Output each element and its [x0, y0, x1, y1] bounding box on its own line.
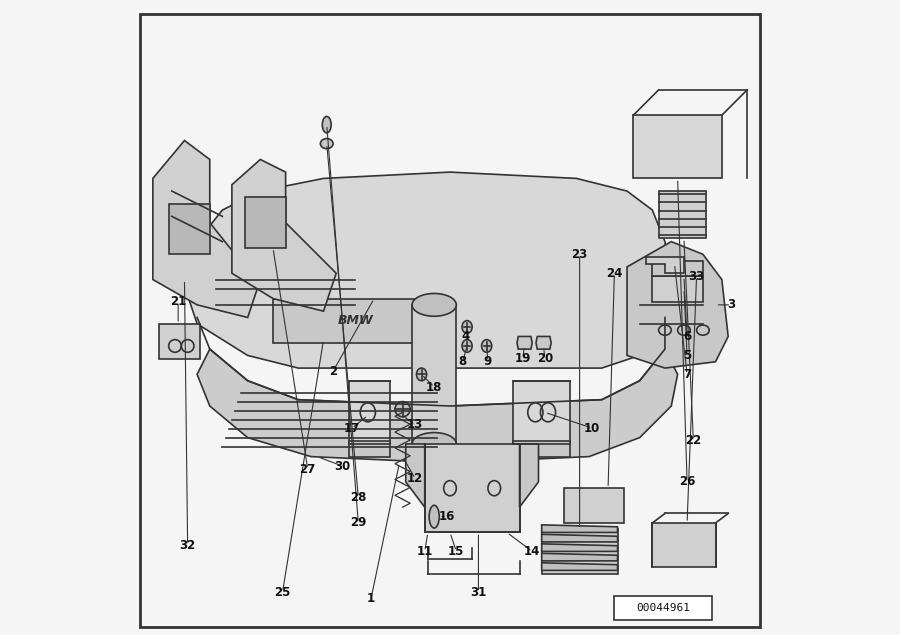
Bar	[659, 191, 706, 239]
Ellipse shape	[482, 340, 491, 352]
Text: 6: 6	[683, 330, 691, 343]
Text: 29: 29	[350, 516, 366, 530]
Text: 28: 28	[350, 491, 366, 504]
Text: 13: 13	[407, 418, 423, 431]
Text: 23: 23	[572, 248, 588, 261]
Polygon shape	[184, 172, 671, 368]
Polygon shape	[542, 553, 617, 561]
Bar	[542, 530, 617, 573]
Bar	[563, 488, 624, 523]
Bar	[159, 324, 201, 359]
Text: 9: 9	[484, 355, 492, 368]
Text: 33: 33	[688, 270, 705, 283]
Text: 24: 24	[607, 267, 623, 280]
Text: 17: 17	[344, 422, 360, 434]
Ellipse shape	[429, 505, 439, 528]
Bar	[652, 276, 703, 302]
Polygon shape	[517, 337, 532, 349]
Ellipse shape	[462, 340, 472, 352]
Polygon shape	[542, 525, 617, 533]
Text: 26: 26	[679, 476, 696, 488]
Bar	[425, 444, 519, 533]
Bar	[245, 197, 285, 248]
Polygon shape	[153, 140, 260, 318]
Text: 20: 20	[536, 352, 553, 365]
Text: 21: 21	[170, 295, 186, 308]
Ellipse shape	[462, 321, 472, 333]
Polygon shape	[197, 349, 678, 463]
Text: 14: 14	[524, 545, 540, 558]
Polygon shape	[406, 444, 425, 507]
Bar	[513, 381, 570, 444]
Text: 8: 8	[458, 355, 467, 368]
Bar	[273, 298, 437, 343]
Text: 15: 15	[448, 545, 464, 558]
Ellipse shape	[395, 401, 410, 417]
Ellipse shape	[412, 432, 456, 455]
Text: 11: 11	[417, 545, 433, 558]
Text: 30: 30	[335, 460, 351, 472]
Text: 22: 22	[685, 434, 701, 447]
Ellipse shape	[320, 138, 333, 149]
Text: 12: 12	[407, 472, 423, 485]
Text: 5: 5	[683, 349, 691, 362]
Polygon shape	[646, 257, 684, 273]
Bar	[412, 305, 456, 444]
Text: 25: 25	[274, 586, 291, 599]
Bar	[168, 204, 210, 254]
Bar	[513, 441, 570, 457]
Text: 31: 31	[471, 586, 487, 599]
Ellipse shape	[412, 293, 456, 316]
Text: BMW: BMW	[338, 314, 373, 327]
Polygon shape	[232, 159, 337, 311]
Text: 27: 27	[300, 463, 316, 476]
Polygon shape	[542, 534, 617, 542]
Bar	[652, 260, 703, 276]
Text: 4: 4	[462, 330, 470, 343]
Text: 7: 7	[683, 368, 691, 381]
Ellipse shape	[322, 116, 331, 133]
Text: 3: 3	[727, 298, 735, 311]
Polygon shape	[542, 544, 617, 551]
Polygon shape	[542, 563, 617, 570]
Text: 18: 18	[426, 380, 443, 394]
Bar	[652, 523, 716, 567]
Bar	[349, 381, 390, 444]
Text: 19: 19	[515, 352, 531, 365]
Text: 10: 10	[584, 422, 600, 434]
Text: 1: 1	[367, 592, 375, 605]
Text: 2: 2	[329, 364, 338, 378]
Bar	[349, 441, 390, 457]
Polygon shape	[536, 337, 551, 349]
Ellipse shape	[417, 368, 427, 381]
Bar	[634, 115, 722, 178]
Bar	[615, 596, 713, 620]
Text: 16: 16	[438, 510, 455, 523]
Polygon shape	[627, 242, 728, 368]
Polygon shape	[519, 444, 538, 507]
Text: 00044961: 00044961	[636, 603, 690, 613]
Text: 32: 32	[179, 538, 196, 552]
